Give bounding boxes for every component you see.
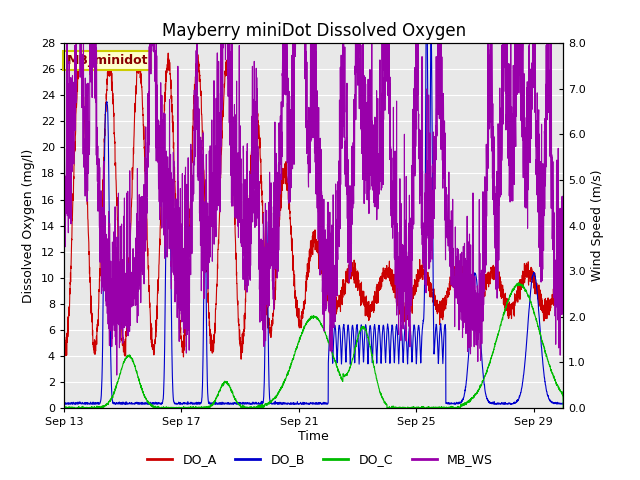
Y-axis label: Dissolved Oxygen (mg/l): Dissolved Oxygen (mg/l) <box>22 148 35 303</box>
X-axis label: Time: Time <box>298 430 329 443</box>
Title: Mayberry miniDot Dissolved Oxygen: Mayberry miniDot Dissolved Oxygen <box>161 22 466 40</box>
Legend: DO_A, DO_B, DO_C, MB_WS: DO_A, DO_B, DO_C, MB_WS <box>142 448 498 471</box>
Y-axis label: Wind Speed (m/s): Wind Speed (m/s) <box>591 170 604 281</box>
Text: MB_minidot: MB_minidot <box>67 54 148 67</box>
